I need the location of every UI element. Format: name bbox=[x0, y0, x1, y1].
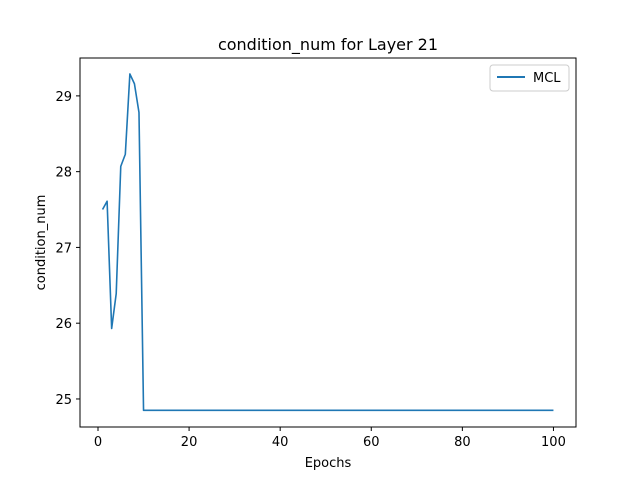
x-tick-label: 40 bbox=[272, 435, 289, 450]
series-line-mcl bbox=[101, 73, 554, 412]
x-tick-label: 20 bbox=[181, 435, 198, 450]
y-axis-label: condition_num bbox=[34, 195, 49, 291]
y-tick-label: 29 bbox=[55, 90, 72, 105]
chart-title: condition_num for Layer 21 bbox=[218, 35, 438, 55]
legend-box bbox=[489, 64, 570, 92]
y-axis-ticks: 25 26 27 28 29 bbox=[55, 90, 80, 408]
y-tick-label: 26 bbox=[55, 317, 72, 332]
x-tick-label: 100 bbox=[541, 435, 566, 450]
y-tick-label: 27 bbox=[55, 241, 72, 256]
y-tick-label: 28 bbox=[55, 166, 72, 181]
y-tick-label: 25 bbox=[55, 393, 72, 408]
plot-frame bbox=[79, 57, 577, 428]
x-tick-label: 60 bbox=[363, 435, 380, 450]
legend-label-mcl: MCL bbox=[533, 71, 561, 86]
legend: MCL bbox=[489, 64, 570, 92]
x-tick-label: 0 bbox=[94, 435, 102, 450]
x-axis-ticks: 0 20 40 60 80 100 bbox=[94, 427, 566, 450]
x-tick-label: 80 bbox=[454, 435, 471, 450]
x-axis-label: Epochs bbox=[305, 456, 352, 471]
plot-area bbox=[101, 73, 554, 412]
